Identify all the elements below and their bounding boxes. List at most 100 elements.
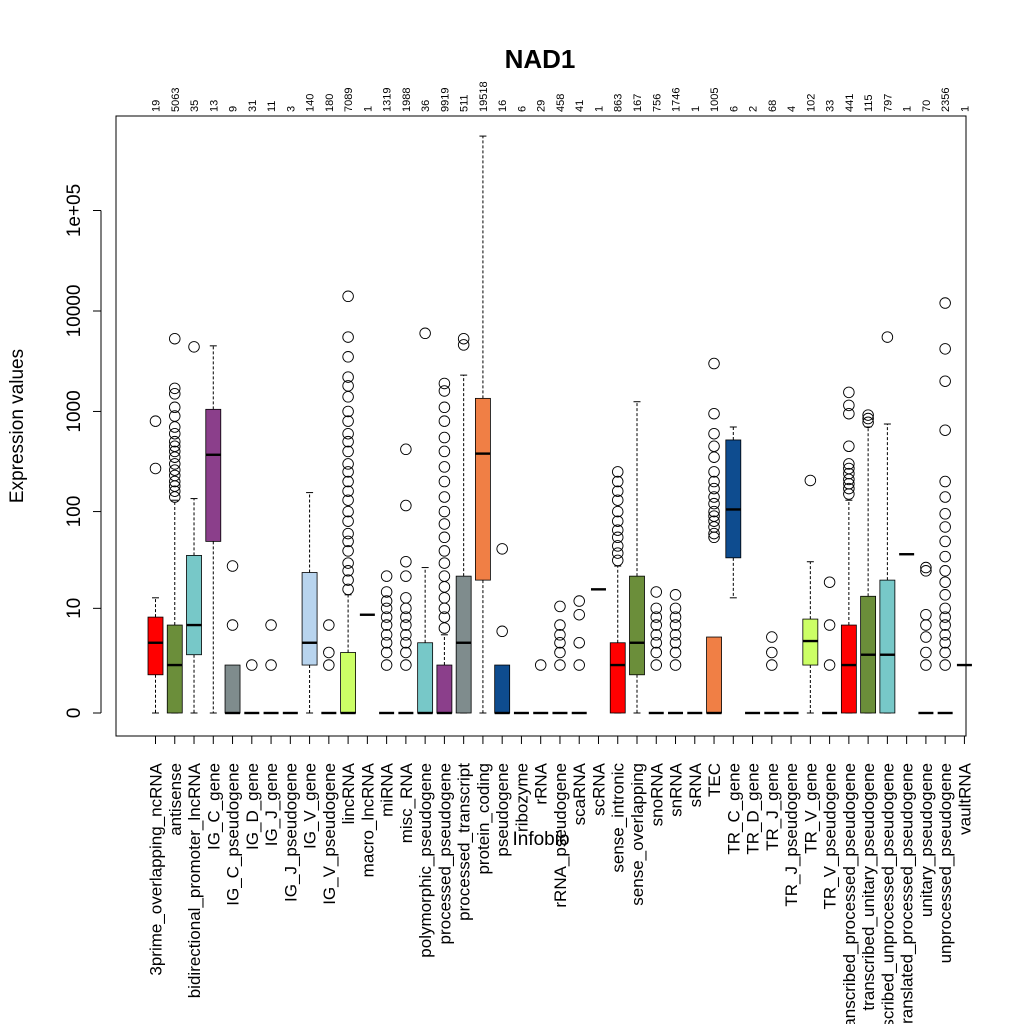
outlier-point <box>342 466 354 478</box>
count-label: 441 <box>844 94 856 112</box>
box-bidirectional_promoter_lncRNA <box>186 341 202 714</box>
x-tick-label: transcribed_unitary_pseudogene <box>859 763 878 1011</box>
x-tick-label: TR_J_pseudogene <box>782 763 801 907</box>
outlier-point <box>573 637 585 649</box>
outlier-point <box>380 611 393 623</box>
outlier-point <box>708 440 720 453</box>
count-label: 19518 <box>478 81 490 112</box>
count-label: 756 <box>651 94 663 112</box>
count-label: 2 <box>748 106 760 112</box>
outlier-point <box>438 445 451 458</box>
outlier-point <box>380 646 393 659</box>
x-tick-label: TEC <box>705 763 724 797</box>
outlier-point <box>611 554 624 567</box>
outlier-point <box>438 545 451 557</box>
outlier-point <box>843 440 855 453</box>
outlier-point <box>246 659 258 671</box>
outlier-point <box>823 659 836 671</box>
x-tick-label: scRNA <box>589 762 608 816</box>
outlier-point <box>438 461 451 473</box>
count-label: 6 <box>728 106 740 112</box>
count-label: 1319 <box>382 88 394 112</box>
x-tick-label: ribozyme <box>512 763 531 832</box>
box-processed_transcript <box>455 332 472 714</box>
box-IG_C_pseudogene <box>224 560 241 715</box>
outlier-point <box>226 560 239 572</box>
outlier-point <box>939 491 951 503</box>
outlier-point <box>226 619 239 631</box>
outlier-point <box>611 466 624 478</box>
count-label: 11 <box>266 101 278 112</box>
x-tick-label: transcribed_unprocessed_pseudogene <box>878 763 897 1024</box>
box-IG_D_gene <box>244 659 260 715</box>
outlier-point <box>438 531 451 544</box>
box-iqr <box>186 554 202 656</box>
outlier-point <box>939 619 951 631</box>
box-iqr <box>301 572 318 666</box>
x-tick-label: unprocessed_pseudogene <box>936 763 955 963</box>
outlier-point <box>169 435 181 448</box>
outlier-point <box>419 327 431 340</box>
outlier-point <box>342 351 354 363</box>
count-label: 19 <box>151 100 163 112</box>
box-TR_C_gene <box>725 426 742 599</box>
outlier-point <box>920 659 932 671</box>
box-TEC <box>706 357 722 715</box>
box-iqr <box>879 579 896 714</box>
box-processed_pseudogene <box>436 377 453 715</box>
outlier-point <box>650 586 663 598</box>
x-tick-label: processed_pseudogene <box>435 763 454 944</box>
outlier-point <box>400 592 412 604</box>
outlier-point <box>611 540 624 552</box>
outlier-point <box>380 619 393 631</box>
box-iqr <box>147 616 164 676</box>
outlier-point <box>939 646 951 659</box>
x-tick-label: TR_V_gene <box>801 763 820 854</box>
count-label: 1 <box>593 106 605 112</box>
count-label: 4 <box>786 106 798 112</box>
x-tick-label: IG_D_gene <box>243 763 262 850</box>
box-unitary_pseudogene <box>918 561 934 715</box>
box-scaRNA <box>571 595 587 715</box>
box-misc_RNA <box>398 443 414 715</box>
outlier-point <box>342 545 354 557</box>
outlier-point <box>669 611 682 623</box>
x-tick-label: rRNA <box>532 762 551 804</box>
x-tick-label: processed_transcript <box>455 763 474 921</box>
outlier-point <box>766 659 778 671</box>
y-tick-label: 1000 <box>64 390 85 432</box>
box-transcribed_processed_pseudogene <box>840 386 857 714</box>
outlier-point <box>380 595 393 607</box>
outlier-point <box>939 475 951 488</box>
outlier-point <box>400 611 412 623</box>
x-tick-label: miRNA <box>378 762 397 816</box>
outlier-point <box>496 625 508 638</box>
outlier-point <box>823 619 836 631</box>
box-iqr <box>475 397 491 581</box>
outlier-point <box>573 608 585 621</box>
count-label: 35 <box>189 100 201 112</box>
box-transcribed_unprocessed_pseudogene <box>879 331 896 714</box>
outlier-point <box>342 458 354 470</box>
x-tick-label: bidirectional_promoter_lncRNA <box>185 762 204 998</box>
x-tick-label: sense_intronic <box>609 763 628 873</box>
count-label: 7089 <box>343 88 355 112</box>
outlier-point <box>342 565 354 577</box>
box-IG_C_gene <box>205 345 222 714</box>
outlier-point <box>669 646 682 659</box>
outlier-point <box>554 637 566 649</box>
box-TR_V_pseudogene <box>822 576 838 715</box>
outlier-point <box>342 583 354 596</box>
outlier-point <box>400 637 412 649</box>
outlier-point <box>149 415 162 427</box>
outlier-point <box>438 505 451 518</box>
box-IG_V_gene <box>301 492 318 714</box>
outlier-point <box>843 399 855 412</box>
outlier-point <box>188 341 200 353</box>
count-label: 3 <box>285 106 297 112</box>
outlier-point <box>708 466 720 478</box>
count-label: 2356 <box>940 88 952 112</box>
y-axis-label: Expression values <box>7 349 28 503</box>
outlier-point <box>169 464 181 476</box>
